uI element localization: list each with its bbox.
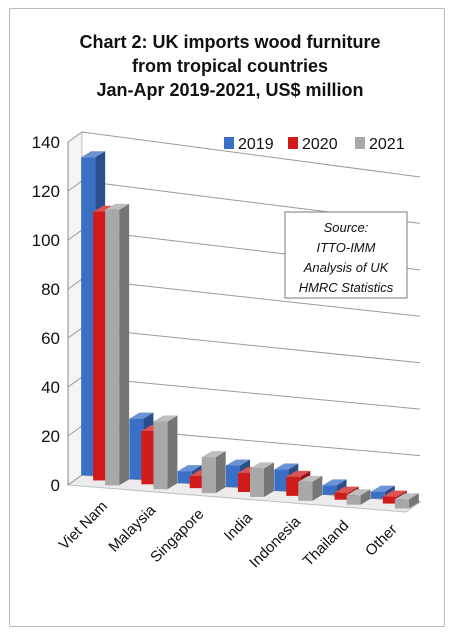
bar-side (215, 451, 226, 494)
bar-front (238, 472, 252, 493)
y-tick-label: 20 (41, 427, 60, 446)
y-tick-label: 100 (32, 231, 60, 250)
source-line-3: Analysis of UK (303, 260, 390, 275)
gridline-side (67, 474, 83, 486)
bar-front (346, 495, 361, 505)
legend-swatch-2020 (288, 137, 298, 149)
x-tick-label: India (221, 509, 256, 544)
bar-top (250, 462, 274, 469)
gridline-side (67, 327, 83, 339)
source-line-4: HMRC Statistics (299, 280, 394, 295)
legend-swatch-2019 (224, 137, 234, 149)
bar-front (274, 469, 289, 491)
bar-front (322, 485, 337, 495)
legend: 2019 2020 2021 (224, 136, 405, 153)
bar-top (394, 493, 419, 500)
gridline-side (67, 180, 83, 192)
bar-top (286, 470, 311, 477)
bar-top (322, 479, 347, 486)
bar-side (360, 489, 371, 505)
x-tick-label: Malaysia (105, 501, 159, 555)
gridline (81, 131, 421, 178)
bar-front (153, 421, 168, 490)
bar-front (201, 457, 216, 494)
bar-front (286, 476, 301, 496)
bar-front (93, 211, 108, 481)
gridline-side (67, 376, 83, 388)
source-annotation: Source: ITTO-IMM Analysis of UK HMRC Sta… (284, 211, 408, 299)
bar-front (382, 496, 397, 504)
y-axis-ticks: 0 20 40 60 80 100 120 140 (32, 133, 60, 495)
gridline-side (67, 278, 83, 290)
y-tick-label: 40 (41, 378, 60, 397)
bar-2021-india (250, 462, 274, 497)
bar-side (312, 475, 323, 501)
bar-front (141, 430, 156, 485)
y-tick-label: 140 (32, 133, 60, 152)
chart-title-line-2: from tropical countries (132, 56, 328, 76)
bar-top (81, 151, 106, 158)
bar-front (370, 491, 385, 499)
bar-front (105, 209, 120, 486)
y-tick-label: 60 (41, 329, 60, 348)
source-line-2: ITTO-IMM (317, 240, 376, 255)
bar-front (177, 471, 192, 484)
bar-front (81, 157, 96, 476)
y-tick-label: 80 (41, 280, 60, 299)
gridline (81, 327, 421, 364)
bar-side (264, 462, 274, 497)
bar-2021-malaysia (153, 415, 178, 490)
bar-top (153, 415, 178, 422)
bar-top (177, 465, 202, 472)
bar-top (370, 485, 395, 492)
bar-2021-viet-nam (105, 203, 130, 486)
bar-top (226, 459, 250, 466)
bar-front (394, 499, 409, 509)
gridline-side (67, 425, 83, 437)
y-tick-label: 0 (51, 476, 60, 495)
bar-side (408, 493, 419, 509)
bar-top (346, 489, 371, 496)
legend-label-2019: 2019 (238, 136, 274, 153)
bar-top (274, 463, 299, 470)
bar-top (105, 203, 130, 210)
source-box (284, 211, 408, 299)
bar-top (201, 451, 226, 458)
bars (81, 151, 419, 509)
bar-2021-thailand (346, 489, 371, 505)
gridline-side (67, 131, 83, 143)
side-wall (67, 131, 83, 486)
x-tick-label: Viet Nam (56, 498, 111, 553)
bar-front (334, 492, 349, 500)
bar-front (189, 476, 204, 489)
bar-front (226, 465, 240, 488)
legend-label-2021: 2021 (369, 136, 405, 153)
bar-top (298, 475, 323, 482)
source-line-1: Source: (324, 220, 369, 235)
y-tick-label: 120 (32, 182, 60, 201)
bar-2021-indonesia (298, 475, 323, 501)
x-tick-label: Thailand (300, 517, 353, 570)
bar-front (129, 418, 144, 480)
bar-top (129, 412, 154, 419)
x-tick-label: Other (362, 521, 401, 560)
chart-title-line-3: Jan-Apr 2019-2021, US$ million (96, 80, 363, 100)
legend-swatch-2021 (355, 137, 365, 149)
chart-title-line-1: Chart 2: UK imports wood furniture (80, 32, 381, 52)
chart-title: Chart 2: UK imports wood furniture from … (80, 32, 381, 100)
gridline-side (67, 229, 83, 241)
bar-front (250, 468, 264, 497)
gridline (81, 376, 421, 410)
bar-2021-singapore (201, 451, 226, 494)
bar-side (167, 415, 178, 490)
bar-top (382, 490, 407, 497)
bar-top (334, 486, 359, 493)
bar-2021-other (394, 493, 419, 509)
bar-side (119, 203, 130, 486)
gridline (81, 278, 421, 317)
legend-label-2020: 2020 (302, 136, 338, 153)
bar-front (298, 481, 313, 501)
